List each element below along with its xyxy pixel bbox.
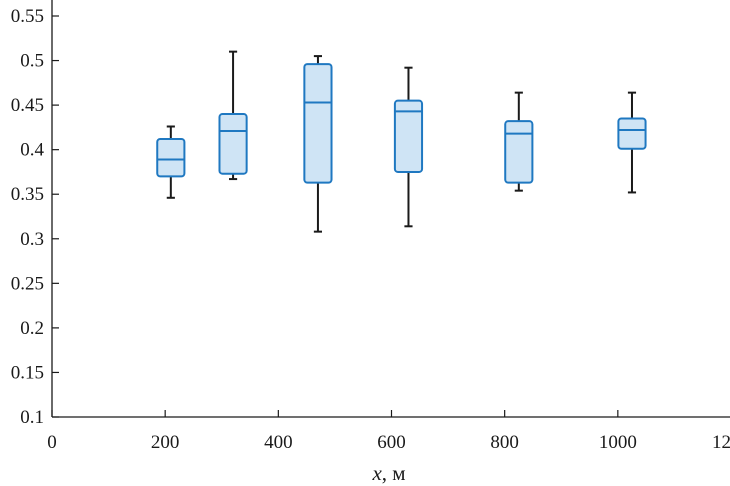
plot-area xyxy=(156,50,647,233)
y-tick-label: 0.45 xyxy=(11,95,44,116)
iqr-box xyxy=(393,99,424,173)
box-6 xyxy=(617,91,647,194)
y-tick-label: 0.2 xyxy=(20,318,44,339)
box-1 xyxy=(156,125,186,199)
y-tick-label: 0.25 xyxy=(11,273,44,294)
box-4 xyxy=(393,66,424,228)
x-axis-label: x, м xyxy=(371,461,405,485)
iqr-box xyxy=(156,137,186,178)
iqr-box xyxy=(617,117,647,150)
box-2 xyxy=(218,50,248,181)
x-axis-label-variable: x xyxy=(371,461,382,485)
x-axis-label-unit: , м xyxy=(382,461,406,485)
x-tick-label: 400 xyxy=(264,432,293,453)
x-tick-label: 1000 xyxy=(599,432,637,453)
y-tick-label: 0.35 xyxy=(11,184,44,205)
y-tick-label: 0.4 xyxy=(20,140,44,161)
y-tick-label: 0.5 xyxy=(20,51,44,72)
y-tick-label: 0.15 xyxy=(11,362,44,383)
axes: 0.1 0.15 0.2 0.25 0.3 0.35 0.4 0.45 0.5 0.55 0 200 4… xyxy=(11,0,730,453)
y-tick-label: 0.1 xyxy=(20,407,44,428)
y-tick-label: 0.3 xyxy=(20,229,44,250)
x-tick-label: 1200 xyxy=(712,432,730,453)
iqr-box xyxy=(303,63,333,184)
x-tick-label: 200 xyxy=(151,432,180,453)
box-5 xyxy=(504,91,534,192)
y-tick-label: 0.55 xyxy=(11,6,44,27)
x-tick-label: 800 xyxy=(490,432,519,453)
iqr-box xyxy=(504,120,534,184)
iqr-box xyxy=(218,113,248,175)
box-3 xyxy=(303,55,333,233)
x-tick-label: 0 xyxy=(47,432,57,453)
x-tick-label: 600 xyxy=(377,432,406,453)
